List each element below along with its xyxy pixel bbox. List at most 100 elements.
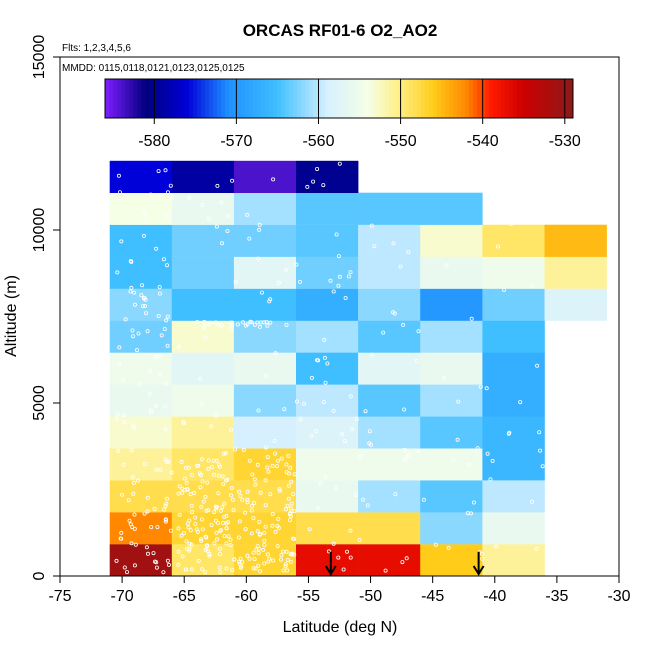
- colorbar-segment: [417, 79, 421, 118]
- colorbar-segment: [329, 79, 333, 118]
- colorbar-segment: [105, 79, 109, 118]
- heatmap-cell: [234, 289, 296, 321]
- colorbar-segment: [333, 79, 337, 118]
- heatmap-cell: [420, 193, 482, 225]
- colorbar-segment: [141, 79, 145, 118]
- y-tick-label: 0: [31, 571, 48, 580]
- colorbar-segment: [565, 79, 569, 118]
- colorbar-segment: [401, 79, 405, 118]
- heatmap-cell: [296, 512, 358, 544]
- colorbar-segment: [197, 79, 201, 118]
- heatmap-cell: [482, 289, 544, 321]
- heatmap-cell: [545, 257, 607, 289]
- heatmap-cell: [110, 544, 172, 576]
- colorbar-segment: [257, 79, 261, 118]
- colorbar-segment: [477, 79, 481, 118]
- colorbar-tick-label: -570: [220, 133, 252, 150]
- heatmap-cell: [420, 416, 482, 448]
- colorbar-segment: [517, 79, 521, 118]
- colorbar-segment: [413, 79, 417, 118]
- heatmap-cell: [420, 448, 482, 480]
- heatmap-cell: [482, 321, 544, 353]
- colorbar-segment: [441, 79, 445, 118]
- colorbar-tick-label: -560: [302, 133, 334, 150]
- heatmap-cell: [420, 480, 482, 512]
- x-tick-label: -35: [545, 588, 568, 605]
- heatmap-cell: [420, 289, 482, 321]
- heatmap-cell: [296, 384, 358, 416]
- colorbar-segment: [209, 79, 213, 118]
- colorbar-segment: [133, 79, 137, 118]
- colorbar-segment: [205, 79, 209, 118]
- x-tick-label: -55: [297, 588, 320, 605]
- colorbar-segment: [381, 79, 385, 118]
- heatmap-cell: [358, 512, 420, 544]
- colorbar-segment: [201, 79, 205, 118]
- heatmap-cell: [234, 384, 296, 416]
- heatmap-cell: [172, 161, 234, 193]
- colorbar-segment: [269, 79, 273, 118]
- heatmap-cell: [420, 512, 482, 544]
- colorbar-segment: [493, 79, 497, 118]
- colorbar-segment: [213, 79, 217, 118]
- heatmap-cell: [296, 544, 358, 576]
- colorbar-segment: [297, 79, 301, 118]
- colorbar-segment: [277, 79, 281, 118]
- heatmap-cell: [420, 321, 482, 353]
- colorbar-segment: [249, 79, 253, 118]
- colorbar-segment: [153, 79, 157, 118]
- heatmap-cell: [172, 289, 234, 321]
- colorbar-segment: [505, 79, 509, 118]
- colorbar-segment: [421, 79, 425, 118]
- colorbar-segment: [361, 79, 365, 118]
- y-tick-label: 10000: [31, 208, 48, 253]
- colorbar-segment: [393, 79, 397, 118]
- heatmap-cell: [358, 225, 420, 257]
- colorbar-segment: [349, 79, 353, 118]
- heatmap-cell: [110, 384, 172, 416]
- colorbar-segment: [389, 79, 393, 118]
- heatmap-cell: [172, 193, 234, 225]
- x-tick-label: -45: [421, 588, 444, 605]
- colorbar-tick-label: -580: [138, 133, 170, 150]
- colorbar-segment: [533, 79, 537, 118]
- colorbar-segment: [385, 79, 389, 118]
- colorbar-segment: [469, 79, 473, 118]
- colorbar-segment: [181, 79, 185, 118]
- x-axis-label: Latitude (deg N): [283, 619, 398, 636]
- colorbar-segment: [501, 79, 505, 118]
- colorbar-segment: [525, 79, 529, 118]
- heatmap-cell: [358, 289, 420, 321]
- heatmap-cell: [420, 225, 482, 257]
- heatmap-cell: [358, 193, 420, 225]
- y-axis-label: Altitude (m): [3, 275, 20, 357]
- colorbar-segment: [125, 79, 129, 118]
- heatmap-cell: [172, 225, 234, 257]
- colorbar-segment: [285, 79, 289, 118]
- x-tick-label: -65: [173, 588, 196, 605]
- heatmap-cell: [234, 161, 296, 193]
- colorbar-segment: [161, 79, 165, 118]
- colorbar-segment: [357, 79, 361, 118]
- heatmap-cell: [545, 289, 607, 321]
- heatmap-cell: [172, 384, 234, 416]
- colorbar-segment: [217, 79, 221, 118]
- colorbar-segment: [513, 79, 517, 118]
- colorbar-segment: [553, 79, 557, 118]
- colorbar-segment: [405, 79, 409, 118]
- colorbar-segment: [377, 79, 381, 118]
- flights-label: Flts: 1,2,3,4,5,6: [62, 43, 131, 54]
- colorbar-segment: [345, 79, 349, 118]
- chart-title: ORCAS RF01-6 O2_AO2: [243, 21, 438, 40]
- heatmap-cell: [234, 352, 296, 384]
- heatmap-cell: [172, 544, 234, 576]
- x-tick-label: -70: [111, 588, 134, 605]
- heatmap-cell: [358, 352, 420, 384]
- colorbar-segment: [145, 79, 149, 118]
- x-tick-label: -30: [607, 588, 630, 605]
- colorbar-segment: [537, 79, 541, 118]
- x-tick-label: -75: [48, 588, 71, 605]
- heatmap-cell: [110, 448, 172, 480]
- colorbar-segment: [189, 79, 193, 118]
- heatmap-cell: [482, 544, 544, 576]
